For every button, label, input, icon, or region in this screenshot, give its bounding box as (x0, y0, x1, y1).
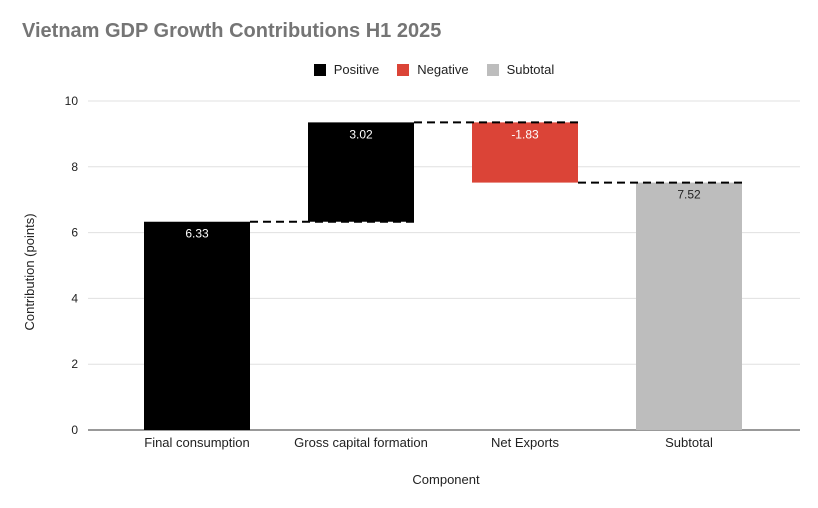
legend-item-subtotal[interactable]: Subtotal (486, 62, 555, 77)
data-label: 6.33 (185, 227, 209, 241)
bar-positive (308, 122, 414, 222)
legend-item-negative[interactable]: Negative (397, 62, 469, 77)
chart-title: Vietnam GDP Growth Contributions H1 2025 (22, 20, 442, 42)
y-tick-label: 10 (65, 94, 79, 108)
x-tick-label: Gross capital formation (294, 435, 428, 450)
legend-item-positive[interactable]: Positive (313, 62, 380, 77)
x-tick-label: Net Exports (491, 435, 559, 450)
y-axis-title: Contribution (points) (22, 213, 37, 330)
bar-subtotal (636, 182, 742, 430)
legend-swatch-negative (397, 63, 410, 76)
y-tick-label: 2 (71, 357, 78, 371)
x-axis-title: Component (412, 472, 480, 487)
legend-label: Negative (417, 62, 469, 77)
legend: Positive Negative Subtotal (0, 62, 818, 77)
data-label: -1.83 (511, 127, 539, 141)
x-tick-label: Subtotal (665, 435, 713, 450)
legend-swatch-subtotal (486, 63, 499, 76)
data-label: 7.52 (677, 188, 701, 202)
y-tick-label: 6 (71, 226, 78, 240)
legend-label: Subtotal (506, 62, 555, 77)
legend-label: Positive (333, 62, 380, 77)
bar-negative (472, 122, 578, 183)
y-tick-label: 8 (71, 160, 78, 174)
y-tick-label: 0 (71, 423, 78, 437)
bar-positive (144, 221, 250, 430)
y-tick-label: 4 (71, 291, 78, 305)
x-tick-label: Final consumption (144, 435, 250, 450)
data-label: 3.02 (349, 127, 373, 141)
legend-swatch-positive (313, 63, 326, 76)
